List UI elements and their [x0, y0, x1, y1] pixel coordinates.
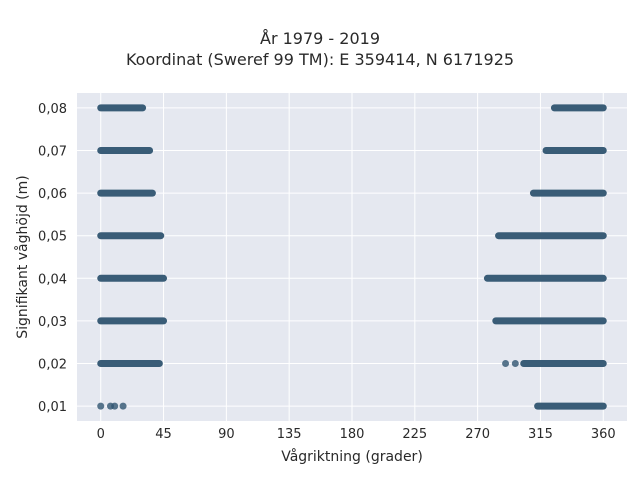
data-point-band — [97, 189, 156, 197]
data-point-band — [534, 402, 607, 410]
data-point-band — [492, 317, 607, 325]
x-axis-ticks: 0 45 90 135 180 225 270 315 360 — [97, 427, 616, 442]
data-point-band — [97, 359, 163, 367]
x-tick-label: 315 — [528, 427, 553, 442]
chart-title: År 1979 - 2019 — [260, 29, 380, 48]
data-point-band — [97, 147, 154, 155]
grid-lines — [77, 93, 627, 421]
data-point-band — [550, 104, 607, 112]
data-point — [119, 402, 127, 410]
y-axis-label: Signifikant våghöjd (m) — [14, 175, 31, 338]
x-tick-label: 180 — [340, 427, 365, 442]
y-tick-label: 0,01 — [38, 400, 67, 415]
y-tick-label: 0,07 — [38, 145, 67, 160]
data-point-band — [542, 147, 607, 155]
data-point — [511, 359, 519, 367]
data-point-band — [97, 274, 168, 282]
x-axis-label: Vågriktning (grader) — [281, 448, 423, 465]
x-tick-label: 0 — [97, 427, 105, 442]
data-point-band — [495, 232, 607, 240]
y-tick-label: 0,08 — [38, 102, 67, 117]
data-point-band — [483, 274, 607, 282]
data-point-band — [97, 232, 165, 240]
y-tick-label: 0,02 — [38, 357, 67, 372]
x-tick-label: 270 — [465, 427, 490, 442]
data-point-band — [97, 317, 168, 325]
data-point — [502, 359, 510, 367]
y-tick-label: 0,06 — [38, 187, 67, 202]
data-point — [97, 402, 105, 410]
x-tick-label: 360 — [591, 427, 616, 442]
data-point — [111, 402, 119, 410]
data-point-band — [529, 189, 607, 197]
y-tick-label: 0,03 — [38, 315, 67, 330]
data-point-band — [97, 104, 147, 112]
data-point-band — [520, 359, 607, 367]
y-tick-label: 0,05 — [38, 230, 67, 245]
chart-subtitle: Koordinat (Sweref 99 TM): E 359414, N 61… — [125, 50, 515, 69]
data-points — [97, 104, 607, 410]
x-tick-label: 225 — [402, 427, 427, 442]
x-tick-label: 135 — [277, 427, 302, 442]
x-tick-label: 90 — [218, 427, 235, 442]
y-axis-ticks: 0,01 0,02 0,03 0,04 0,05 0,06 0,07 0,08 — [38, 102, 67, 415]
x-tick-label: 45 — [155, 427, 172, 442]
y-tick-label: 0,04 — [38, 272, 67, 287]
